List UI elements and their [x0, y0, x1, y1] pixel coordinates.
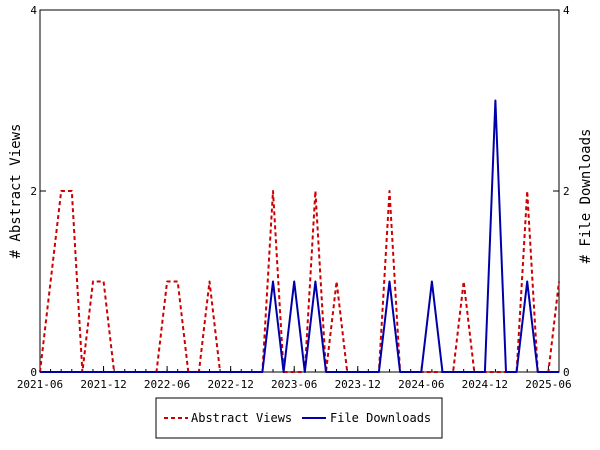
y-left-tick-label: 2 — [30, 185, 37, 198]
legend: Abstract Views File Downloads — [155, 397, 443, 439]
x-tick-label: 2023-12 — [335, 378, 381, 391]
y-right-tick-label: 2 — [563, 185, 570, 198]
x-axis: 2021-06 2021-12 2022-06 2022-12 2023-06 2023-… — [17, 366, 572, 391]
y-axis-right: 0 2 4 — [553, 4, 570, 379]
y-axis-left: 0 2 4 — [30, 4, 46, 379]
y-axis-left-title: # Abstract Views — [8, 124, 24, 259]
legend-label-file-downloads: File Downloads — [330, 411, 431, 425]
y-left-tick-label: 0 — [30, 366, 37, 379]
legend-label-abstract-views: Abstract Views — [191, 411, 292, 425]
x-tick-label: 2022-06 — [144, 378, 190, 391]
y-left-tick-label: 4 — [30, 4, 37, 17]
x-tick-label: 2024-06 — [398, 378, 444, 391]
legend-box — [155, 397, 443, 439]
series-abstract-views-line — [39, 190, 560, 373]
y-axis-right-title: # File Downloads — [578, 129, 594, 264]
x-tick-label: 2021-06 — [17, 378, 63, 391]
x-tick-label: 2025-06 — [525, 378, 571, 391]
plot-area — [39, 9, 560, 373]
x-tick-label: 2021-12 — [80, 378, 126, 391]
y-right-tick-label: 4 — [563, 4, 570, 17]
x-tick-label: 2024-12 — [462, 378, 508, 391]
series-layer — [39, 99, 560, 373]
series-file-downloads-line — [40, 99, 559, 373]
plot-frame — [39, 9, 560, 373]
x-tick-label: 2023-06 — [271, 378, 317, 391]
y-right-tick-label: 0 — [563, 366, 570, 379]
x-tick-label: 2022-12 — [207, 378, 253, 391]
